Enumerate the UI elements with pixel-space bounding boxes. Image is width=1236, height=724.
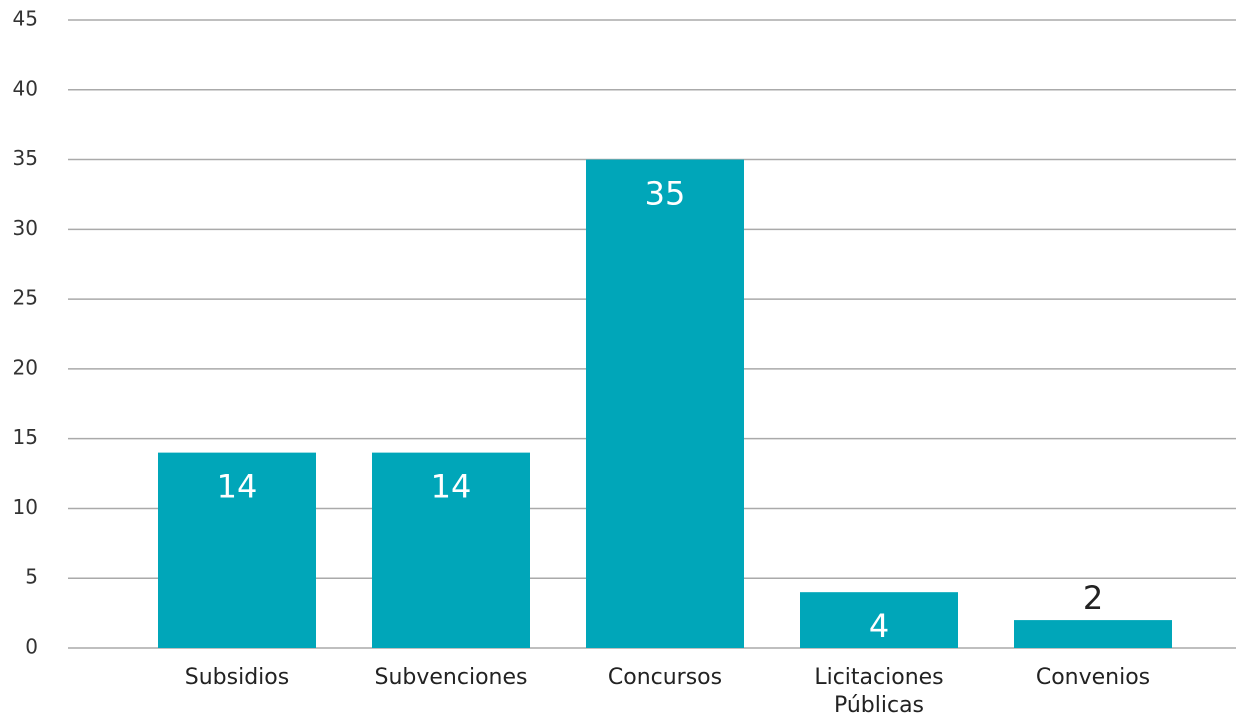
data-label: 14 [217, 468, 258, 506]
y-tick-label: 15 [13, 425, 38, 449]
data-label: 14 [431, 468, 472, 506]
y-tick-label: 25 [13, 286, 38, 310]
bar [1014, 620, 1172, 648]
y-tick-label: 20 [13, 355, 38, 379]
bar [586, 159, 744, 649]
y-tick-label: 10 [13, 495, 38, 519]
x-tick-label: Licitaciones Públicas [814, 665, 944, 718]
x-tick-label: Subvenciones [374, 665, 528, 690]
x-tick-label: Concursos [607, 665, 723, 690]
bar [372, 452, 530, 648]
data-label: 2 [1083, 579, 1103, 617]
x-tick-label: Convenios [1035, 665, 1151, 690]
y-tick-label: 30 [13, 216, 38, 240]
y-tick-label: 40 [13, 76, 38, 100]
x-tick-label: Subsidios [184, 665, 290, 690]
y-tick-label: 0 [25, 635, 38, 659]
y-tick-label: 35 [13, 146, 38, 170]
bar [158, 452, 316, 648]
data-label: 35 [645, 175, 686, 213]
data-label: 4 [869, 607, 889, 645]
y-tick-label: 5 [25, 565, 38, 589]
y-tick-label: 45 [13, 7, 38, 31]
bar [800, 592, 958, 648]
